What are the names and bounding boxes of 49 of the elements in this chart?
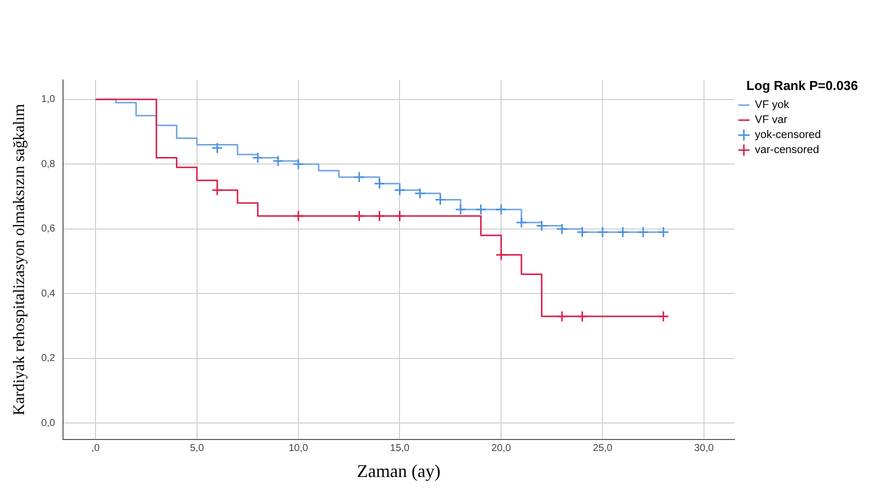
point <box>414 188 426 200</box>
legend-title: Log Rank P=0.036 <box>746 78 858 94</box>
point <box>576 226 588 238</box>
point <box>292 210 304 222</box>
y-tick-label: 1,0 <box>41 94 56 106</box>
point <box>211 184 223 196</box>
x-tick-label: 30,0 <box>694 443 714 454</box>
y-tick-label: 0,6 <box>41 224 56 235</box>
legend-label: VF var <box>754 114 788 126</box>
point <box>394 210 406 222</box>
point <box>658 226 670 238</box>
point <box>658 310 670 322</box>
point <box>353 171 365 183</box>
point <box>353 210 365 222</box>
point <box>434 194 446 206</box>
x-tick-label: 15,0 <box>390 443 410 454</box>
x-tick-label: 10,0 <box>288 443 309 454</box>
x-tick-label: 25,0 <box>592 443 613 454</box>
point <box>475 204 487 216</box>
x-axis-title: Zaman (ay) <box>357 460 440 481</box>
point <box>637 226 649 238</box>
point <box>596 226 608 238</box>
point <box>495 204 507 216</box>
point <box>454 204 466 216</box>
legend-label: yok-censored <box>754 129 821 142</box>
y-tick-label: 0,0 <box>41 418 56 429</box>
point <box>516 216 528 228</box>
point <box>556 310 568 322</box>
point <box>556 223 568 235</box>
legend-label: var-censored <box>754 144 820 156</box>
legend-label: VF yok <box>754 99 790 112</box>
point <box>272 155 284 167</box>
x-tick-label: 5,0 <box>190 443 204 454</box>
x-tick-label: 20,0 <box>491 443 512 454</box>
point <box>292 158 304 170</box>
y-axis-title: Kardiyak rehospitalizasyon olmaksızın sağkalım <box>10 103 28 416</box>
point <box>536 220 548 232</box>
point <box>252 152 264 164</box>
point <box>394 184 406 196</box>
y-tick-label: 0,8 <box>41 158 56 170</box>
point <box>374 178 386 190</box>
x-tick-label: ,0 <box>91 443 100 454</box>
point <box>374 210 386 222</box>
point <box>617 226 629 238</box>
point <box>211 142 223 154</box>
point <box>495 249 507 261</box>
point <box>576 310 588 322</box>
y-tick-label: 0,2 <box>41 353 56 364</box>
y-tick-label: 0,4 <box>41 288 56 300</box>
